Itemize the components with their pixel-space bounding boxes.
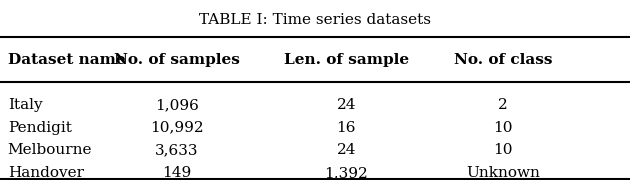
- Text: Len. of sample: Len. of sample: [284, 53, 409, 67]
- Text: 149: 149: [163, 166, 192, 180]
- Text: 2: 2: [498, 98, 508, 112]
- Text: 3,633: 3,633: [155, 143, 198, 157]
- Text: 10,992: 10,992: [150, 121, 204, 135]
- Text: 10: 10: [493, 121, 513, 135]
- Text: Dataset name: Dataset name: [8, 53, 125, 67]
- Text: 1,392: 1,392: [324, 166, 369, 180]
- Text: Italy: Italy: [8, 98, 42, 112]
- Text: No. of samples: No. of samples: [114, 53, 240, 67]
- Text: 24: 24: [336, 98, 356, 112]
- Text: Melbourne: Melbourne: [8, 143, 92, 157]
- Text: 16: 16: [336, 121, 356, 135]
- Text: 10: 10: [493, 143, 513, 157]
- Text: 24: 24: [336, 143, 356, 157]
- Text: Handover: Handover: [8, 166, 84, 180]
- Text: No. of class: No. of class: [454, 53, 553, 67]
- Text: Pendigit: Pendigit: [8, 121, 72, 135]
- Text: 1,096: 1,096: [155, 98, 199, 112]
- Text: Unknown: Unknown: [466, 166, 540, 180]
- Text: TABLE I: Time series datasets: TABLE I: Time series datasets: [199, 13, 431, 27]
